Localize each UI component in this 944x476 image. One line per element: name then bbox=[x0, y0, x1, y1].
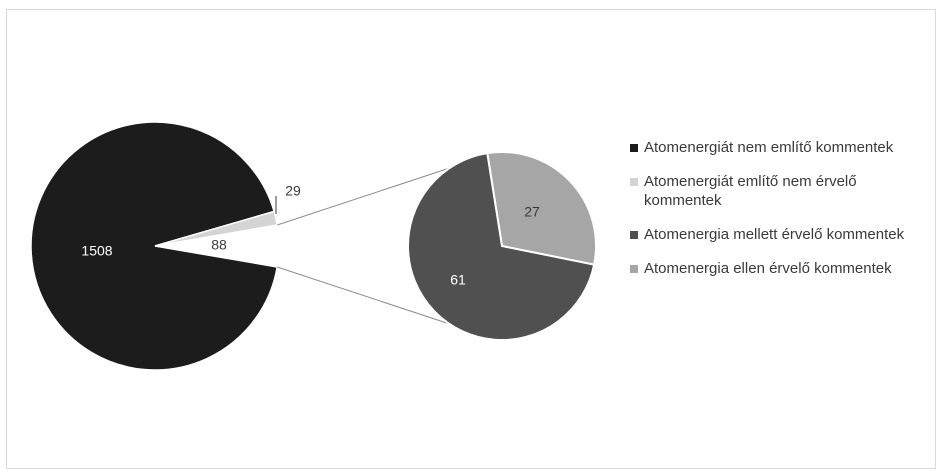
secondary-slice-27 bbox=[486, 151, 597, 266]
legend-item-mentioning-not-arguing: Atomenergiát említő nem érvelő kommentek bbox=[628, 172, 938, 210]
legend-swatch-mentioning-not-arguing bbox=[630, 178, 638, 186]
legend-label-not-mentioning: Atomenergiát nem említő kommentek bbox=[644, 139, 894, 156]
secondary-slice-61 bbox=[407, 152, 596, 342]
legend-label-against-nuclear: Atomenergia ellen érvelő kommentek bbox=[644, 260, 892, 277]
main-slice-1508 bbox=[30, 121, 279, 371]
legend-swatch-for-nuclear bbox=[630, 231, 638, 239]
main-slice-combined bbox=[155, 225, 279, 267]
data-label-1508: 1508 bbox=[81, 243, 112, 259]
data-label-61: 61 bbox=[450, 272, 466, 288]
legend-item-not-mentioning: Atomenergiát nem említő kommentek bbox=[628, 138, 938, 157]
legend-item-against-nuclear: Atomenergia ellen érvelő kommentek bbox=[628, 259, 938, 278]
legend-item-for-nuclear: Atomenergia mellett érvelő kommentek bbox=[628, 225, 938, 244]
data-label-29: 29 bbox=[285, 183, 301, 199]
legend-label-for-nuclear: Atomenergia mellett érvelő kommentek bbox=[644, 226, 905, 243]
data-label-combined: 88 bbox=[211, 237, 227, 253]
data-label-27: 27 bbox=[524, 204, 540, 220]
legend-label-mentioning-not-arguing: Atomenergiát említő nem érvelő kommentek bbox=[644, 173, 857, 209]
legend-swatch-against-nuclear bbox=[630, 265, 638, 273]
legend-swatch-not-mentioning bbox=[630, 144, 638, 152]
legend: Atomenergiát nem említő kommentek Atomen… bbox=[628, 138, 938, 278]
